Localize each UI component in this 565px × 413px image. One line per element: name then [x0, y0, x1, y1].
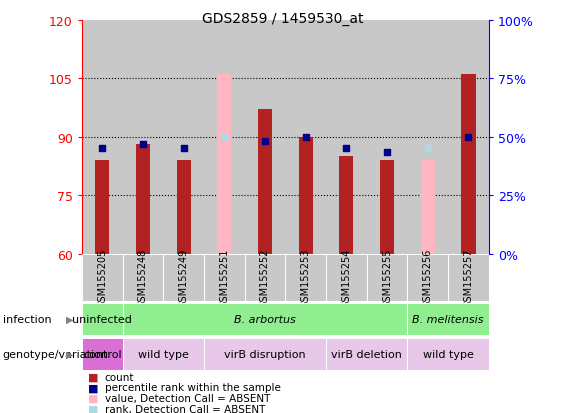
- Bar: [204, 338, 326, 370]
- Text: GDS2859 / 1459530_at: GDS2859 / 1459530_at: [202, 12, 363, 26]
- Bar: [123, 338, 204, 370]
- Bar: [136, 145, 150, 254]
- Text: GSM155256: GSM155256: [423, 248, 433, 307]
- Bar: [163, 254, 204, 301]
- Point: [179, 146, 188, 152]
- Bar: [448, 254, 489, 301]
- Bar: [448, 21, 489, 254]
- Bar: [245, 254, 285, 301]
- Bar: [298, 137, 313, 254]
- Bar: [123, 254, 163, 301]
- Point: [423, 146, 432, 152]
- Point: [464, 134, 473, 140]
- Text: B. arbortus: B. arbortus: [234, 314, 296, 324]
- Text: virB deletion: virB deletion: [331, 349, 402, 359]
- Bar: [380, 161, 394, 254]
- Bar: [82, 254, 123, 301]
- Text: virB disruption: virB disruption: [224, 349, 306, 359]
- Bar: [176, 161, 191, 254]
- Text: ■: ■: [88, 393, 98, 403]
- Bar: [163, 21, 204, 254]
- Bar: [95, 161, 110, 254]
- Text: genotype/variation: genotype/variation: [3, 349, 109, 359]
- Text: ■: ■: [88, 404, 98, 413]
- Text: rank, Detection Call = ABSENT: rank, Detection Call = ABSENT: [105, 404, 265, 413]
- Bar: [217, 75, 232, 254]
- Text: B. melitensis: B. melitensis: [412, 314, 484, 324]
- Bar: [82, 338, 123, 370]
- Point: [98, 146, 107, 152]
- Text: percentile rank within the sample: percentile rank within the sample: [105, 382, 280, 392]
- Text: GSM155257: GSM155257: [463, 248, 473, 307]
- Bar: [326, 338, 407, 370]
- Text: ■: ■: [88, 372, 98, 382]
- Text: ■: ■: [88, 382, 98, 392]
- Point: [260, 138, 270, 145]
- Bar: [258, 110, 272, 254]
- Bar: [367, 254, 407, 301]
- Text: GSM155251: GSM155251: [219, 248, 229, 307]
- Text: GSM155254: GSM155254: [341, 248, 351, 307]
- Bar: [285, 21, 326, 254]
- Bar: [407, 303, 489, 335]
- Bar: [407, 254, 448, 301]
- Text: GSM155205: GSM155205: [97, 248, 107, 307]
- Bar: [407, 21, 448, 254]
- Text: infection: infection: [3, 314, 51, 324]
- Text: control: control: [83, 349, 121, 359]
- Bar: [367, 21, 407, 254]
- Text: count: count: [105, 372, 134, 382]
- Text: value, Detection Call = ABSENT: value, Detection Call = ABSENT: [105, 393, 270, 403]
- Text: wild type: wild type: [138, 349, 189, 359]
- Text: GSM155252: GSM155252: [260, 248, 270, 307]
- Point: [342, 146, 351, 152]
- Bar: [407, 338, 489, 370]
- Text: GSM155255: GSM155255: [382, 248, 392, 307]
- Text: ▶: ▶: [66, 349, 73, 359]
- Point: [138, 142, 147, 148]
- Bar: [123, 303, 407, 335]
- Text: GSM155253: GSM155253: [301, 248, 311, 307]
- Text: wild type: wild type: [423, 349, 473, 359]
- Point: [383, 150, 392, 156]
- Bar: [123, 21, 163, 254]
- Bar: [82, 21, 123, 254]
- Text: uninfected: uninfected: [72, 314, 132, 324]
- Bar: [326, 254, 367, 301]
- Bar: [339, 157, 354, 254]
- Bar: [245, 21, 285, 254]
- Text: GSM155248: GSM155248: [138, 248, 148, 307]
- Point: [220, 134, 229, 140]
- Bar: [82, 303, 123, 335]
- Point: [301, 134, 310, 140]
- Text: GSM155249: GSM155249: [179, 248, 189, 307]
- Bar: [461, 75, 476, 254]
- Bar: [204, 21, 245, 254]
- Bar: [204, 254, 245, 301]
- Bar: [326, 21, 367, 254]
- Text: ▶: ▶: [66, 314, 73, 324]
- Bar: [285, 254, 326, 301]
- Bar: [420, 161, 435, 254]
